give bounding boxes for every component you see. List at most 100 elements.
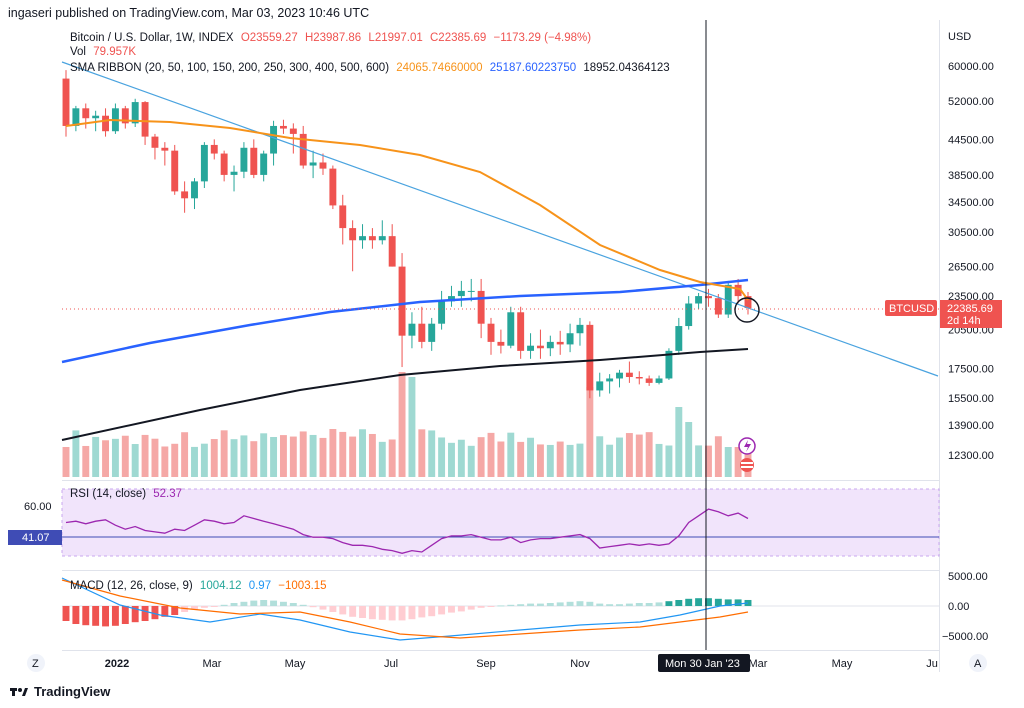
volume-bar bbox=[339, 431, 347, 477]
volume-bar bbox=[131, 444, 139, 477]
time-axis-ticks[interactable]: 2022 Mar May Jul Sep Nov Mar May Ju bbox=[105, 658, 938, 670]
high-value: H23987.86 bbox=[304, 32, 362, 44]
macd-histogram bbox=[62, 598, 752, 627]
macd-value: 0.97 bbox=[248, 580, 272, 592]
flag-stripe-2 bbox=[741, 466, 753, 468]
macd-hist-bar bbox=[546, 603, 554, 606]
rsi-band bbox=[61, 488, 940, 557]
macd-hist-bar bbox=[744, 599, 752, 606]
macd-hist-bar bbox=[438, 606, 446, 615]
macd-hist-bar bbox=[536, 603, 544, 606]
candle-body bbox=[418, 323, 426, 342]
macd-hist-bar bbox=[111, 606, 119, 626]
volume-bar bbox=[220, 430, 228, 477]
macd-hist-bar bbox=[398, 606, 406, 621]
volume-bar bbox=[428, 430, 436, 477]
volume-bar bbox=[378, 441, 386, 477]
candle-body bbox=[279, 125, 287, 129]
macd-hist-bar bbox=[655, 602, 663, 606]
zoom-button[interactable] bbox=[27, 654, 45, 672]
macd-hist-bar bbox=[576, 601, 584, 606]
price-tag-value: 22385.69 bbox=[947, 303, 993, 315]
volume-bar bbox=[289, 436, 297, 477]
macd-hist-bar bbox=[497, 605, 505, 607]
macd-hist-bar bbox=[467, 606, 475, 610]
volume-bar bbox=[586, 387, 594, 477]
time-tick: May bbox=[832, 658, 853, 670]
macd-hist-bar bbox=[616, 604, 623, 606]
sma-label[interactable]: SMA RIBBON (20, 50, 100, 150, 200, 250, … bbox=[70, 62, 390, 74]
volume-bar bbox=[596, 436, 604, 477]
macd-hist-value: 1004.12 bbox=[199, 580, 242, 592]
macd-hist-bar bbox=[200, 606, 208, 608]
candle-body bbox=[665, 350, 673, 379]
price-axis-ticks[interactable]: 60000.00 52000.00 44500.00 38500.00 34500.00… bbox=[948, 61, 994, 462]
volume-label[interactable]: Vol bbox=[70, 46, 86, 58]
sma-value-3: 18952.04364123 bbox=[583, 62, 670, 74]
volume-bar bbox=[349, 436, 357, 477]
macd-legend: MACD (12, 26, close, 9) 1004.12 0.97 −10… bbox=[70, 580, 331, 592]
candle-body bbox=[191, 181, 198, 199]
macd-hist-bar bbox=[517, 604, 525, 606]
volume-bar bbox=[200, 443, 208, 477]
volume-bar bbox=[329, 429, 337, 477]
macd-hist-bar bbox=[210, 606, 218, 607]
volume-bar bbox=[705, 445, 712, 477]
rsi-legend: RSI (14, close) 52.37 bbox=[70, 488, 186, 500]
macd-hist-bar bbox=[527, 603, 535, 606]
candle-body bbox=[576, 324, 584, 334]
macd-hist-bar bbox=[250, 600, 258, 606]
volume-bars bbox=[62, 372, 752, 477]
trendline[interactable] bbox=[61, 61, 939, 377]
macd-hist-bar bbox=[161, 606, 169, 617]
pane-separator-2 bbox=[62, 570, 939, 571]
candle-body bbox=[566, 333, 574, 345]
macd-signal-value: −1003.15 bbox=[278, 580, 327, 592]
crosshair-time-label: Mon 30 Jan '23 bbox=[665, 658, 740, 670]
auto-scale-button[interactable] bbox=[969, 654, 987, 672]
macd-hist-bar bbox=[299, 604, 307, 606]
volume-bar bbox=[606, 444, 614, 477]
candle-body bbox=[250, 147, 258, 175]
candle-body bbox=[92, 115, 100, 119]
currency-label: USD bbox=[948, 31, 971, 43]
tradingview-logo[interactable]: TradingView bbox=[10, 684, 110, 699]
volume-bar bbox=[497, 441, 505, 477]
candle-body bbox=[72, 108, 80, 126]
volume-bar bbox=[279, 435, 287, 477]
macd-hist-bar bbox=[151, 606, 159, 620]
macd-hist-bar bbox=[487, 606, 495, 607]
candle-body bbox=[102, 115, 109, 132]
candle-body bbox=[675, 326, 683, 351]
candle-body bbox=[586, 324, 594, 391]
volume-bar bbox=[92, 436, 100, 477]
macd-label[interactable]: MACD (12, 26, close, 9) bbox=[70, 580, 193, 592]
candle-body bbox=[655, 378, 663, 383]
close-value: C22385.69 bbox=[430, 32, 487, 44]
symbol-tag bbox=[885, 300, 937, 316]
macd-hist-bar bbox=[92, 606, 100, 626]
macd-hist-bar bbox=[171, 606, 179, 615]
candle-body bbox=[131, 102, 139, 124]
volume-bar bbox=[210, 439, 218, 477]
candle-body bbox=[428, 323, 436, 342]
candle-body bbox=[438, 301, 446, 324]
volume-bar bbox=[171, 443, 179, 477]
candle-body bbox=[368, 236, 376, 241]
candle-body bbox=[724, 284, 732, 315]
flag-icon[interactable] bbox=[740, 458, 754, 472]
symbol-name[interactable]: Bitcoin / U.S. Dollar, 1W, INDEX bbox=[70, 32, 234, 44]
macd-hist-bar bbox=[675, 600, 683, 606]
volume-bar bbox=[250, 441, 258, 477]
macd-hist-bar bbox=[319, 606, 327, 610]
volume-bar bbox=[675, 407, 683, 477]
macd-hist-bar bbox=[625, 603, 633, 606]
rsi-label[interactable]: RSI (14, close) bbox=[70, 488, 147, 500]
candle-body bbox=[309, 162, 317, 166]
macd-signal-line bbox=[61, 579, 749, 639]
volume-bar bbox=[270, 436, 278, 477]
volume-bar bbox=[240, 435, 248, 477]
price-tick: 12300.00 bbox=[948, 450, 994, 462]
volume-bar bbox=[457, 439, 465, 477]
